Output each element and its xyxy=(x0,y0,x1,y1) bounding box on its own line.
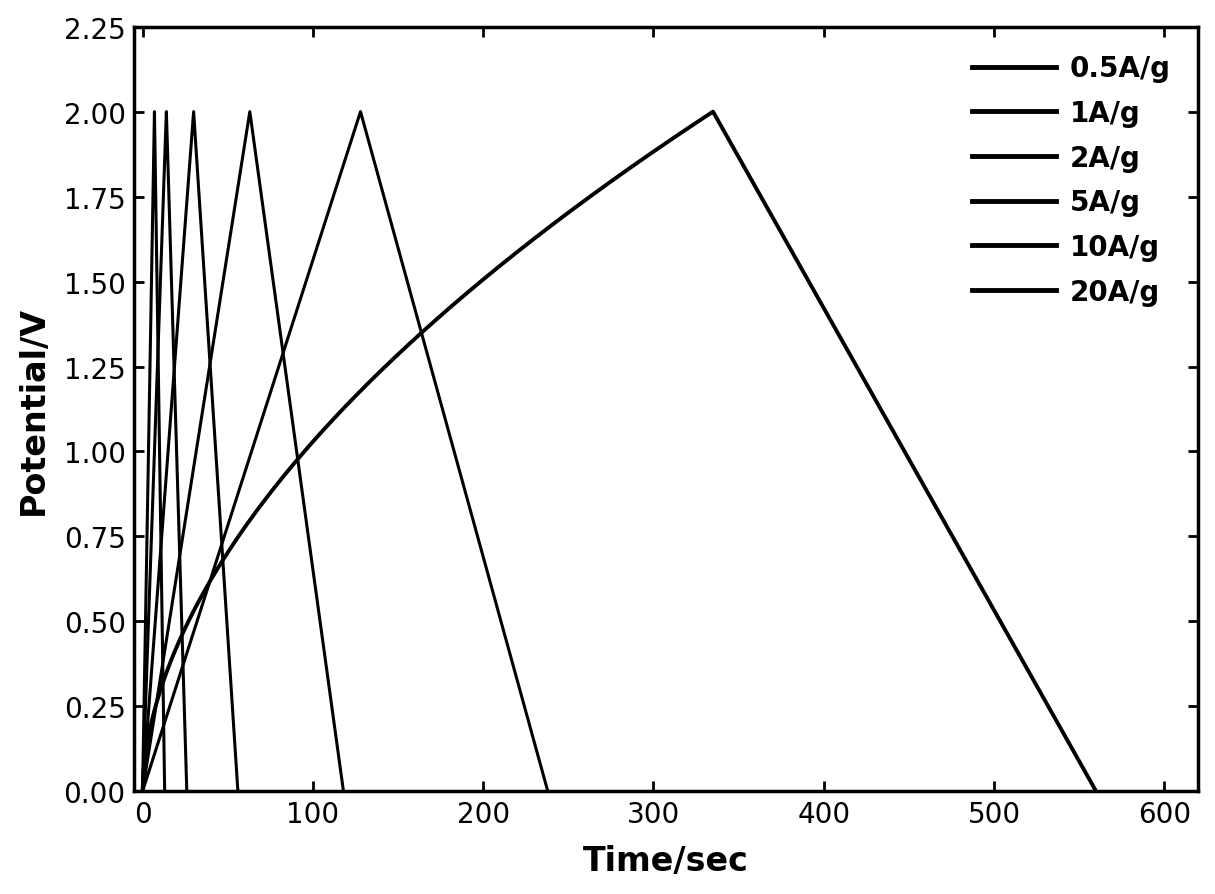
10A/g xyxy=(135,786,149,797)
5A/g xyxy=(186,107,200,118)
20A/g xyxy=(137,674,152,685)
2A/g xyxy=(243,107,258,118)
5A/g xyxy=(213,519,227,530)
0.5A/g xyxy=(228,535,243,545)
10A/g xyxy=(140,674,154,685)
1A/g xyxy=(510,679,525,689)
5A/g xyxy=(193,222,208,232)
1A/g xyxy=(467,519,481,530)
0.5A/g xyxy=(1089,786,1103,797)
Line: 5A/g: 5A/g xyxy=(142,113,238,791)
2A/g xyxy=(135,786,149,797)
20A/g xyxy=(156,679,170,689)
10A/g xyxy=(168,376,182,387)
2A/g xyxy=(299,519,313,530)
1A/g xyxy=(135,786,149,797)
10A/g xyxy=(171,519,186,530)
Line: 1A/g: 1A/g xyxy=(142,113,548,791)
2A/g xyxy=(317,646,332,657)
20A/g xyxy=(151,376,165,387)
0.5A/g xyxy=(1010,646,1024,657)
0.5A/g xyxy=(938,519,953,530)
0.5A/g xyxy=(706,107,720,118)
20A/g xyxy=(153,519,168,530)
10A/g xyxy=(180,786,194,797)
Line: 2A/g: 2A/g xyxy=(142,113,344,791)
0.5A/g xyxy=(1028,679,1042,689)
Legend: 0.5A/g, 1A/g, 2A/g, 5A/g, 10A/g, 20A/g: 0.5A/g, 1A/g, 2A/g, 5A/g, 10A/g, 20A/g xyxy=(959,41,1185,320)
1A/g xyxy=(171,674,186,685)
1A/g xyxy=(385,222,400,232)
20A/g xyxy=(147,107,162,118)
10A/g xyxy=(159,107,174,118)
5A/g xyxy=(204,376,219,387)
2A/g xyxy=(321,679,335,689)
Line: 20A/g: 20A/g xyxy=(142,113,165,791)
2A/g xyxy=(279,376,294,387)
Line: 0.5A/g: 0.5A/g xyxy=(142,113,1096,791)
10A/g xyxy=(175,646,190,657)
5A/g xyxy=(143,674,158,685)
1A/g xyxy=(502,646,516,657)
20A/g xyxy=(158,786,173,797)
2A/g xyxy=(259,222,273,232)
Line: 10A/g: 10A/g xyxy=(142,113,187,791)
10A/g xyxy=(176,679,191,689)
1A/g xyxy=(541,786,555,797)
5A/g xyxy=(224,679,238,689)
0.5A/g xyxy=(770,222,785,232)
2A/g xyxy=(337,786,351,797)
20A/g xyxy=(149,222,164,232)
20A/g xyxy=(156,646,170,657)
5A/g xyxy=(221,646,236,657)
0.5A/g xyxy=(858,376,872,387)
5A/g xyxy=(135,786,149,797)
0.5A/g xyxy=(135,786,149,797)
1A/g xyxy=(428,376,442,387)
1A/g xyxy=(354,107,368,118)
20A/g xyxy=(135,786,149,797)
2A/g xyxy=(153,674,168,685)
X-axis label: Time/sec: Time/sec xyxy=(583,845,750,877)
5A/g xyxy=(231,786,245,797)
Y-axis label: Potential/V: Potential/V xyxy=(17,305,50,514)
10A/g xyxy=(163,222,177,232)
